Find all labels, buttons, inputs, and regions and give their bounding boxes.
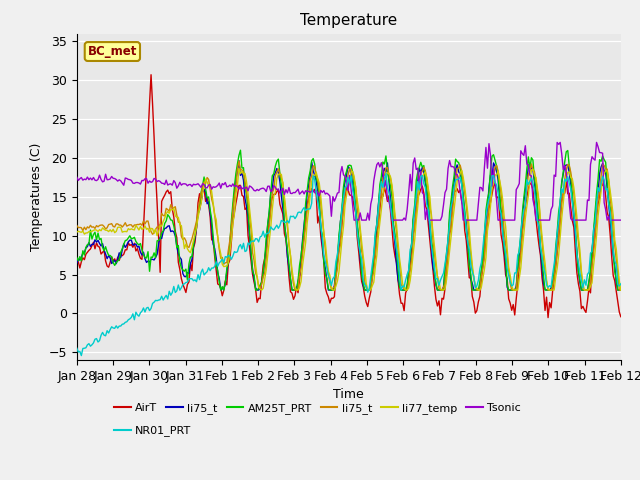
Y-axis label: Temperatures (C): Temperatures (C) — [30, 143, 43, 251]
X-axis label: Time: Time — [333, 388, 364, 401]
Text: BC_met: BC_met — [88, 45, 137, 58]
Legend: NR01_PRT: NR01_PRT — [109, 421, 196, 441]
Title: Temperature: Temperature — [300, 13, 397, 28]
